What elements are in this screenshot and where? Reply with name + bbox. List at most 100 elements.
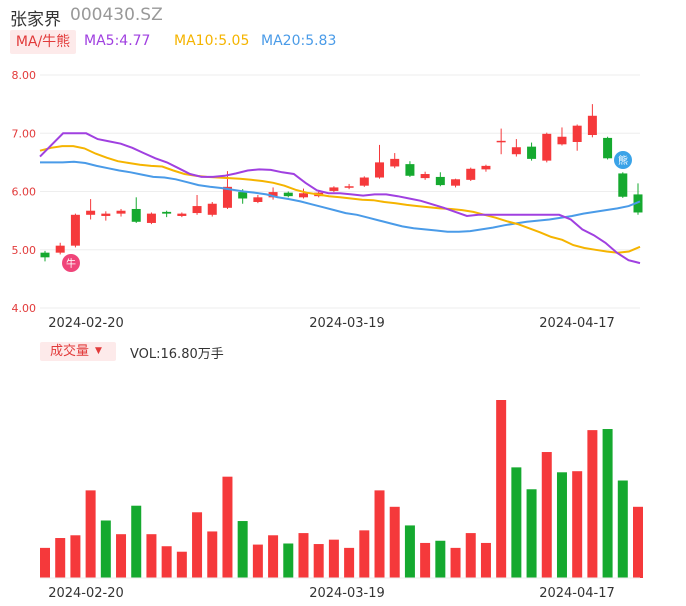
ma5-line [39, 132, 641, 265]
ma20-line [40, 160, 641, 233]
volume-bar [541, 452, 552, 578]
candle-body [603, 137, 613, 159]
candle-body [70, 214, 80, 246]
volume-bar [344, 547, 355, 578]
candle-body [207, 203, 217, 215]
volume-bar [161, 546, 172, 578]
volume-value: VOL:16.80万手 [130, 347, 224, 362]
volume-indicator-button[interactable]: 成交量 ▼ [40, 342, 116, 361]
candle-body [253, 197, 263, 202]
candle-body [55, 245, 65, 253]
candle-body [162, 211, 172, 214]
volume-bar [359, 530, 370, 578]
volume-bar [556, 472, 567, 578]
stock-name: 张家界 [10, 10, 61, 30]
candle-body [222, 186, 232, 208]
volume-bar [374, 490, 385, 578]
ma10-legend: MA10:5.05 [174, 33, 250, 49]
volume-x-date-label: 2024-03-19 [309, 586, 385, 601]
volume-bar [40, 547, 50, 578]
y-tick-label: 4.00 [12, 302, 37, 315]
candle-body [329, 187, 339, 191]
volume-bar [298, 533, 309, 578]
candle-body [146, 213, 156, 223]
volume-bar [617, 480, 628, 578]
candle-body [283, 192, 293, 197]
volume-bar [131, 505, 142, 578]
volume-bar [420, 542, 431, 578]
candle-body [496, 140, 506, 143]
volume-bar [313, 544, 324, 578]
candle-body [86, 210, 96, 215]
candle-body [572, 125, 582, 142]
volume-bar [207, 531, 218, 578]
candle-body [177, 213, 187, 216]
volume-bar [268, 535, 279, 578]
candle-body [268, 192, 278, 198]
volume-bar [192, 512, 203, 578]
candle-body [527, 146, 537, 159]
volume-bar [587, 430, 598, 578]
candle-body [587, 115, 597, 135]
volume-bar [328, 539, 339, 578]
bull-signal-badge: 牛 [62, 254, 80, 272]
volume-x-date-label: 2024-04-17 [539, 586, 615, 601]
volume-x-date-label: 2024-02-20 [48, 586, 124, 601]
candle-body [405, 164, 415, 176]
candle-body [451, 179, 461, 186]
y-tick-label: 6.00 [12, 186, 37, 199]
candle-body [131, 208, 141, 222]
volume-bar [511, 467, 522, 578]
candle-body [481, 165, 491, 170]
bear-signal-badge-text: 熊 [618, 154, 628, 167]
volume-bar [526, 489, 537, 578]
candle-body [116, 210, 126, 214]
bull-signal-badge-text: 牛 [66, 257, 76, 270]
candle-body [344, 186, 354, 188]
ma-indicator-button[interactable]: MA/牛熊 [10, 30, 76, 54]
candle-body [435, 176, 445, 186]
candle-body [466, 168, 476, 180]
volume-bar [222, 476, 233, 578]
volume-bar [404, 525, 415, 578]
y-tick-label: 5.00 [12, 244, 37, 257]
ma5-legend: MA5:4.77 [84, 33, 151, 49]
volume-bar [283, 543, 294, 578]
ma10-line [39, 145, 641, 254]
volume-bar [85, 490, 96, 578]
stock-code: 000430.SZ [70, 5, 163, 25]
volume-bar [389, 506, 400, 578]
volume-bar [496, 400, 507, 578]
y-tick-label: 8.00 [12, 69, 37, 82]
volume-bar [116, 534, 127, 578]
ma20-legend: MA20:5.83 [261, 33, 337, 49]
volume-bar [435, 540, 446, 578]
candle-body [192, 206, 202, 214]
candle-body [390, 158, 400, 167]
volume-bar [100, 520, 111, 578]
candle-body [618, 173, 628, 197]
candle-body [40, 252, 50, 258]
candle-body [359, 177, 369, 186]
dropdown-arrow-icon: ▼ [95, 346, 102, 356]
volume-indicator-label: 成交量 [50, 344, 90, 359]
x-axis-date-label: 2024-04-17 [539, 316, 615, 331]
volume-bar [572, 471, 583, 578]
bear-signal-badge: 熊 [614, 151, 632, 169]
x-axis-date-label: 2024-02-20 [48, 316, 124, 331]
candle-body [238, 192, 248, 199]
candle-body [511, 147, 521, 155]
candle-body [633, 194, 643, 213]
volume-bar [237, 521, 248, 578]
bull-signal-badge-circle [62, 254, 80, 272]
candle-body [557, 136, 567, 145]
candle-body [101, 213, 111, 216]
candle-body [298, 193, 308, 198]
y-tick-label: 7.00 [12, 127, 37, 140]
volume-bar [252, 544, 263, 578]
volume-bar [70, 535, 81, 578]
candle-body [542, 133, 552, 161]
candle-body [375, 162, 385, 178]
volume-bar [465, 533, 476, 578]
